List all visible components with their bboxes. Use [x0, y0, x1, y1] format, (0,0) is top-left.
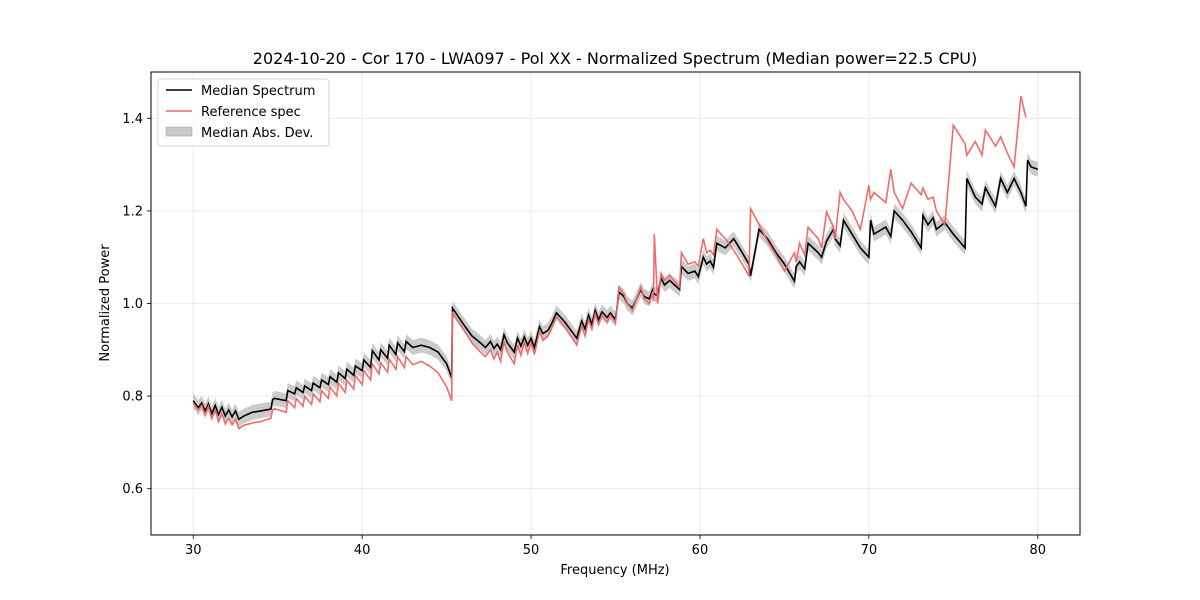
- reference-spec-line: [192, 95, 1027, 430]
- y-tick-label: 1.2: [122, 204, 143, 219]
- plot-data: [192, 95, 1039, 430]
- grid: [151, 72, 1080, 535]
- x-tick-label: 50: [523, 543, 540, 558]
- legend: Median Spectrum Reference spec Median Ab…: [157, 78, 330, 147]
- x-tick-label: 80: [1029, 543, 1046, 558]
- x-tick-label: 60: [692, 543, 709, 558]
- y-tick-label: 0.6: [122, 482, 143, 497]
- median-abs-dev-band: [193, 152, 1038, 427]
- legend-label-reference-spec: Reference spec: [201, 105, 301, 120]
- median-spectrum-line: [192, 159, 1039, 421]
- x-axis-label: Frequency (MHz): [560, 563, 669, 578]
- chart-title: 2024-10-20 - Cor 170 - LWA097 - Pol XX -…: [253, 49, 977, 68]
- y-tick-label: 1.4: [122, 112, 143, 127]
- axis-ticks: 30 40 50 60 70 80 0.6 0.8 1.0 1.2 1.4: [122, 112, 1046, 558]
- legend-swatch-median-abs-dev: [165, 126, 193, 137]
- x-tick-label: 70: [861, 543, 878, 558]
- y-tick-label: 0.8: [122, 390, 143, 405]
- legend-box: [157, 78, 330, 147]
- y-tick-label: 1.0: [122, 297, 143, 312]
- y-axis-label: Normalized Power: [98, 244, 113, 362]
- legend-label-median-spectrum: Median Spectrum: [201, 84, 315, 99]
- x-tick-label: 40: [354, 543, 371, 558]
- x-tick-label: 30: [185, 543, 202, 558]
- legend-label-median-abs-dev: Median Abs. Dev.: [201, 126, 313, 141]
